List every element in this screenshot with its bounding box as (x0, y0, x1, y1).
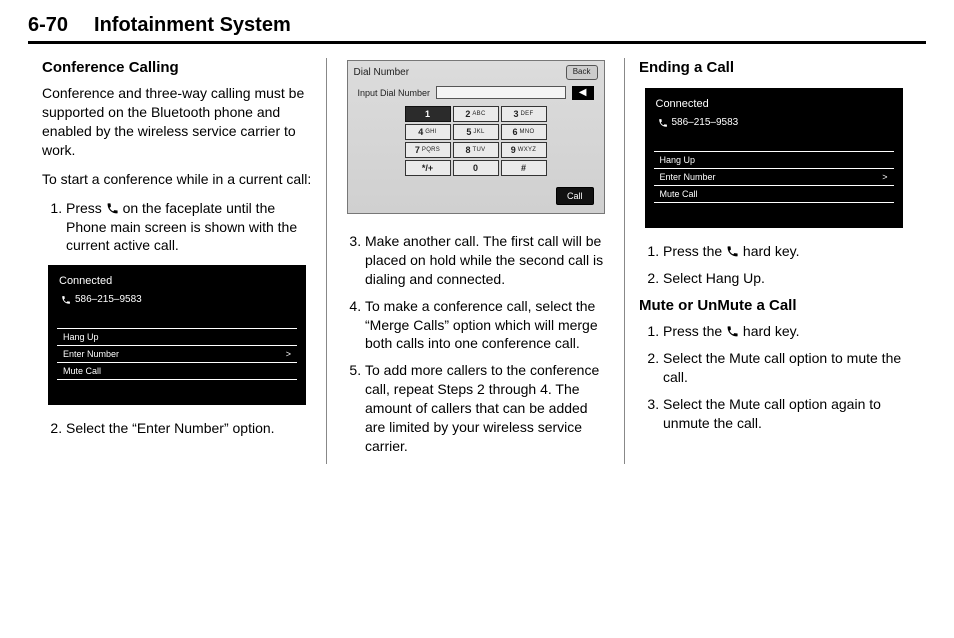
mute-step-1-text-a: Press the (663, 323, 726, 339)
page-title: Infotainment System (94, 14, 291, 37)
phone-icon (726, 245, 739, 258)
mute-step-2: Select the Mute call option to mute the … (663, 349, 908, 387)
page-header: 6-70 Infotainment System (28, 14, 926, 44)
column-3: Ending a Call Connected 586–215–9583 Han… (624, 58, 922, 464)
heading-mute-unmute: Mute or UnMute a Call (639, 296, 908, 316)
shot-title: Connected (654, 97, 894, 112)
shot-menu: Hang Up Enter Number > Mute Call (654, 151, 894, 203)
mute-step-3: Select the Mute call option again to unm… (663, 395, 908, 433)
dial-input[interactable] (436, 86, 566, 99)
backspace-button[interactable]: ◀ (572, 86, 594, 100)
phone-icon (106, 202, 119, 215)
phone-icon (726, 325, 739, 338)
conf-step-1: Press on the faceplate until the Phone m… (66, 199, 312, 256)
conf-steps-c: Make another call. The first call will b… (341, 232, 610, 456)
keypad-key-5[interactable]: 5JKL (453, 124, 499, 140)
conf-para-1: Conference and three-way calling must be… (42, 84, 312, 160)
phone-icon (658, 118, 668, 128)
screenshot-connected-1: Connected 586–215–9583 Hang Up Enter Num… (48, 265, 306, 405)
end-step-1: Press the hard key. (663, 242, 908, 261)
keypad-key-2[interactable]: 2ABC (453, 106, 499, 122)
dial-keypad: 12ABC3DEF 4GHI5JKL6MNO 7PQRS8TUV9WXYZ */+0# (348, 106, 604, 176)
keypad-key-3[interactable]: 3DEF (501, 106, 547, 122)
shot-row-label: Hang Up (63, 331, 99, 343)
keypad-key-6[interactable]: 6MNO (501, 124, 547, 140)
shot-row-label: Hang Up (660, 154, 696, 166)
call-button[interactable]: Call (556, 187, 594, 205)
mute-steps: Press the hard key. Select the Mute call… (639, 322, 908, 432)
shot-row-label: Mute Call (660, 188, 698, 200)
column-1: Conference Calling Conference and three-… (28, 58, 326, 464)
conf-step-1-text-a: Press (66, 200, 106, 216)
shot-row-label: Enter Number (660, 171, 716, 183)
shot-menu: Hang Up Enter Number > Mute Call (57, 328, 297, 380)
shot-row-mute-call[interactable]: Mute Call (57, 362, 297, 380)
shot-row-hangup[interactable]: Hang Up (654, 151, 894, 169)
end-step-1-text-a: Press the (663, 243, 726, 259)
keypad-key-0[interactable]: 0 (453, 160, 499, 176)
phone-icon (61, 295, 71, 305)
conf-step-2: Select the “Enter Number” option. (66, 419, 312, 438)
shot-row-hangup[interactable]: Hang Up (57, 328, 297, 346)
mute-step-1-text-b: hard key. (739, 323, 799, 339)
columns: Conference Calling Conference and three-… (28, 58, 926, 464)
keypad-key-[interactable]: # (501, 160, 547, 176)
chevron-right-icon: > (882, 171, 887, 183)
shot-row-mute-call[interactable]: Mute Call (654, 185, 894, 203)
shot-row-enter-number[interactable]: Enter Number > (57, 345, 297, 363)
shot-row-label: Enter Number (63, 348, 119, 360)
keypad-key-8[interactable]: 8TUV (453, 142, 499, 158)
dial-input-label: Input Dial Number (358, 87, 431, 99)
keypad-key-[interactable]: */+ (405, 160, 451, 176)
dial-title-row: Dial Number Back (348, 61, 604, 86)
conf-step-4: To make a conference call, select the “M… (365, 297, 610, 354)
keypad-key-7[interactable]: 7PQRS (405, 142, 451, 158)
conf-steps-a: Press on the faceplate until the Phone m… (42, 199, 312, 256)
screenshot-dial-number: Dial Number Back Input Dial Number ◀ 12A… (347, 60, 605, 214)
keypad-key-1[interactable]: 1 (405, 106, 451, 122)
conf-steps-b: Select the “Enter Number” option. (42, 419, 312, 438)
shot-row-label: Mute Call (63, 365, 101, 377)
shot-number-text: 586–215–9583 (672, 116, 739, 130)
conf-step-3: Make another call. The first call will b… (365, 232, 610, 289)
end-call-steps: Press the hard key. Select Hang Up. (639, 242, 908, 288)
shot-number-text: 586–215–9583 (75, 293, 142, 307)
conf-step-5: To add more callers to the conference ca… (365, 361, 610, 455)
conf-para-2: To start a conference while in a current… (42, 170, 312, 189)
shot-title: Connected (57, 274, 297, 289)
heading-conference-calling: Conference Calling (42, 58, 312, 78)
keypad-key-9[interactable]: 9WXYZ (501, 142, 547, 158)
shot-phone-number: 586–215–9583 (57, 293, 297, 307)
mute-step-1: Press the hard key. (663, 322, 908, 341)
column-2: Dial Number Back Input Dial Number ◀ 12A… (326, 58, 624, 464)
back-button[interactable]: Back (566, 65, 598, 80)
page-number: 6-70 (28, 14, 68, 37)
end-step-1-text-b: hard key. (739, 243, 799, 259)
heading-ending-call: Ending a Call (639, 58, 908, 78)
keypad-key-4[interactable]: 4GHI (405, 124, 451, 140)
chevron-right-icon: > (286, 348, 291, 360)
dial-input-row: Input Dial Number ◀ (348, 86, 604, 104)
shot-phone-number: 586–215–9583 (654, 116, 894, 130)
dial-title: Dial Number (354, 66, 410, 80)
end-step-2: Select Hang Up. (663, 269, 908, 288)
shot-row-enter-number[interactable]: Enter Number > (654, 168, 894, 186)
screenshot-connected-2: Connected 586–215–9583 Hang Up Enter Num… (645, 88, 903, 228)
